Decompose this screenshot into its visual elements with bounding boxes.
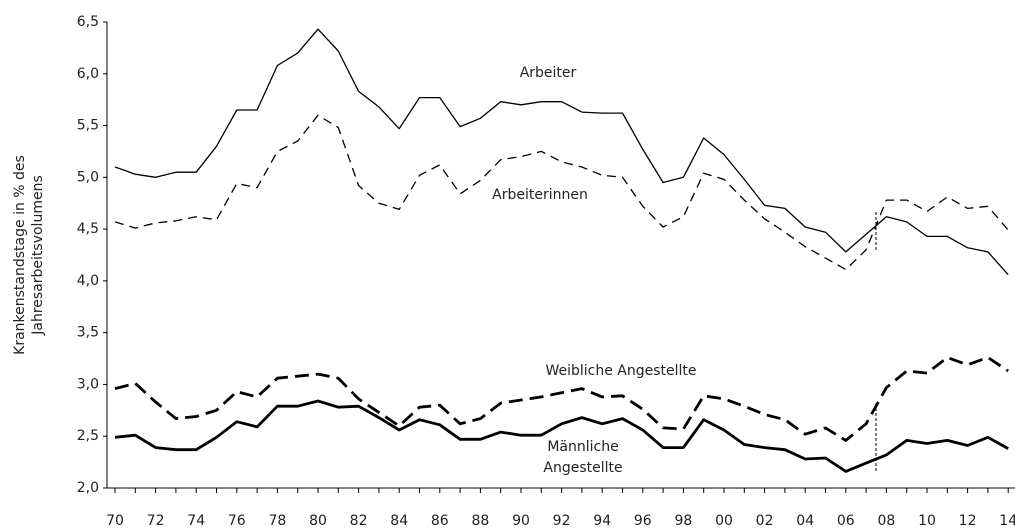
- x-tick-label: 00: [715, 513, 733, 529]
- y-tick-label: 2,5: [77, 428, 99, 444]
- annotation: Männliche: [547, 439, 618, 455]
- y-tick-label: 3,5: [77, 325, 99, 341]
- x-tick-label: 04: [796, 513, 814, 529]
- y-tick-label: 2,0: [77, 480, 99, 496]
- y-tick-label: 3,0: [77, 376, 99, 392]
- y-axis-label: Krankenstandstage in % des: [12, 155, 28, 355]
- annotation: Weibliche Angestellte: [545, 363, 696, 379]
- x-tick-label: 84: [390, 513, 408, 529]
- x-tick-label: 80: [309, 513, 327, 529]
- y-tick-label: 5,5: [77, 118, 99, 134]
- annotation: Arbeiter: [520, 65, 577, 81]
- series-line: [114, 28, 1009, 276]
- annotation: Arbeiterinnen: [492, 187, 588, 203]
- x-tick-label: 08: [877, 513, 895, 529]
- y-tick-label: 6,5: [77, 14, 99, 30]
- x-tick-label: 90: [512, 513, 530, 529]
- x-tick-label: 76: [228, 513, 246, 529]
- x-tick-label: 74: [187, 513, 205, 529]
- annotation: Angestellte: [543, 460, 622, 476]
- x-tick-label: 86: [431, 513, 449, 529]
- y-tick-label: 4,5: [77, 221, 99, 237]
- x-tick-label: 72: [147, 513, 165, 529]
- x-tick-label: 78: [268, 513, 286, 529]
- x-tick-label: 12: [959, 513, 977, 529]
- y-tick-label: 6,0: [77, 66, 99, 82]
- x-tick-label: 92: [553, 513, 571, 529]
- x-tick-label: 88: [471, 513, 489, 529]
- x-tick-label: 14: [999, 513, 1015, 529]
- y-axis-label: Jahresarbeitsvolumens: [30, 175, 46, 335]
- x-tick-label: 98: [674, 513, 692, 529]
- x-tick-label: 02: [756, 513, 774, 529]
- x-tick-label: 96: [634, 513, 652, 529]
- x-tick-label: 06: [837, 513, 855, 529]
- x-tick-label: 82: [350, 513, 368, 529]
- series-line: [114, 356, 1009, 442]
- series-line: [114, 399, 1009, 473]
- x-tick-label: 70: [106, 513, 124, 529]
- y-tick-label: 4,0: [77, 273, 99, 289]
- x-tick-label: 94: [593, 513, 611, 529]
- series-line: [114, 114, 1009, 271]
- x-tick-label: 10: [918, 513, 936, 529]
- y-tick-label: 5,0: [77, 169, 99, 185]
